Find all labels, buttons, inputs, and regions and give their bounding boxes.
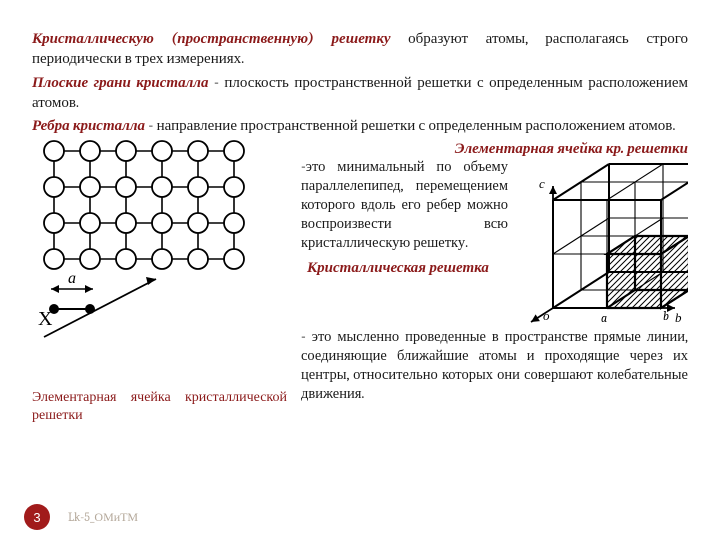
term-2: Плоские грани кристалла — [32, 73, 208, 91]
paragraph-3: Ребра кристалла - направление пространст… — [32, 115, 688, 135]
paragraph-1: Кристаллическую (пространственную) решет… — [32, 28, 688, 69]
lattice-body: - это мысленно проведенные в пространств… — [301, 328, 688, 403]
page-number-badge: 3 — [24, 504, 50, 530]
rest-3: - направление пространственной решетки с… — [145, 116, 675, 134]
left-column: aX Элементарная ячейка кристаллической р… — [32, 139, 287, 423]
svg-text:c: c — [539, 176, 545, 191]
svg-text:o: o — [543, 308, 550, 323]
svg-text:b: b — [675, 310, 682, 325]
slide-footer: 3 Lk-5_ОМиТМ — [24, 504, 138, 530]
svg-text:a: a — [68, 270, 76, 287]
svg-text:a: a — [527, 322, 534, 326]
figure-caption: Элементарная ячейка кристаллической реше… — [32, 388, 287, 423]
footer-code: Lk-5_ОМиТМ — [68, 510, 138, 525]
unitcell-title: Элементарная ячейка кр. решетки — [301, 139, 688, 158]
term-1: Кристаллическую (пространственную) решет… — [32, 29, 391, 47]
lattice-title: Кристаллическая решетка — [301, 258, 508, 277]
paragraph-2: Плоские грани кристалла - плоскость прос… — [32, 72, 688, 113]
svg-text:b: b — [663, 309, 669, 323]
unitcell-body: -это минимальный по объему параллелепипе… — [301, 158, 508, 252]
lattice-3d-diagram: abcoabc — [518, 158, 688, 326]
svg-text:a: a — [601, 311, 607, 325]
right-column: Элементарная ячейка кр. решетки -это мин… — [301, 139, 688, 423]
term-3: Ребра кристалла — [32, 116, 145, 134]
lattice-2d-diagram: aX — [32, 139, 287, 384]
svg-text:X: X — [38, 308, 53, 330]
